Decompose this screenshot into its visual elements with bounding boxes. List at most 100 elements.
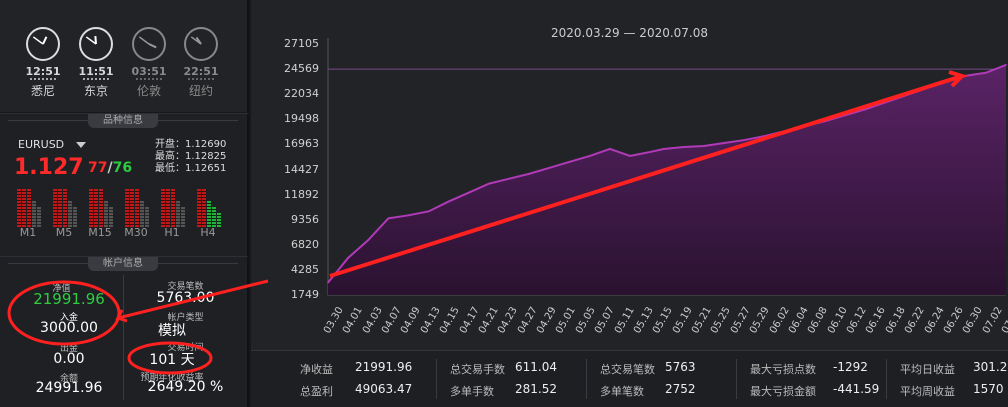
stat-value: 301.2: [973, 360, 1008, 374]
y-tick-label: 14427: [284, 162, 319, 176]
data-point: [468, 191, 470, 194]
signal-bar: [140, 201, 144, 227]
data-point: [844, 114, 846, 117]
price-separator: /: [107, 160, 113, 176]
data-point: [864, 108, 866, 111]
y-tick-label: 22034: [284, 87, 319, 101]
signal-bars-h4: [197, 187, 223, 227]
clock-city: 伦敦: [136, 84, 161, 98]
signal-bar: [161, 189, 165, 227]
stat-value: 611.04: [515, 360, 557, 374]
signal-bar: [73, 207, 77, 227]
stats-panel: 净收益 21991.96 总盈利 49063.47 总交易手数 611.04 多单手数 281…: [251, 350, 1008, 407]
signal-bar: [212, 207, 216, 227]
stat-label: 多单笔数: [600, 385, 644, 398]
signal-bar: [145, 207, 149, 227]
stat-divider: [586, 359, 587, 399]
stat-value: 21991.96: [355, 360, 413, 374]
data-point: [1005, 64, 1007, 66]
stat-label: 多单手数: [450, 385, 494, 398]
stat-label: 总交易笔数: [600, 363, 655, 376]
ask-digits: 76: [112, 160, 133, 176]
stat-divider: [886, 359, 887, 399]
clock-dots: [136, 78, 162, 83]
chevron-down-icon[interactable]: [76, 142, 86, 148]
signal-bar: [104, 201, 108, 227]
balance-label: 余额: [59, 374, 78, 384]
y-tick-label: 4285: [291, 262, 319, 276]
clock-tokyo: 11:51 东京: [76, 26, 116, 98]
signal-bar: [22, 189, 26, 227]
data-point: [964, 74, 967, 77]
data-point: [367, 239, 370, 241]
data-point: [327, 281, 329, 284]
account-type-value: 模拟: [158, 323, 186, 339]
clock-dots: [188, 78, 214, 83]
withdraw-label: 出金: [59, 344, 78, 354]
stat-label: 最大亏损点数: [750, 363, 816, 376]
data-point: [508, 177, 511, 180]
signal-bars-m30: [125, 187, 151, 227]
data-point: [609, 148, 611, 150]
y-tick-label: 24569: [284, 62, 319, 76]
data-point: [387, 217, 390, 220]
signal-bar: [37, 207, 41, 227]
stat-value: -1292: [833, 360, 868, 374]
stat-value: 1570: [973, 382, 1004, 396]
data-point: [783, 130, 786, 132]
world-clock-panel: 12:51 悉尼 11:51 东京 03:51 伦敦 22:51 纽约: [0, 0, 249, 112]
timeframe-label-m15[interactable]: M15: [88, 226, 112, 239]
data-point: [589, 155, 591, 157]
data-point: [823, 120, 826, 123]
y-tick-label: 19498: [284, 112, 319, 126]
balance-value: 24991.96: [35, 380, 103, 396]
data-point: [528, 172, 531, 175]
clock-city: 纽约: [188, 84, 213, 98]
signal-bars-m5: [53, 187, 79, 227]
signal-bar: [94, 189, 98, 227]
data-point: [662, 148, 665, 150]
clock-face-icon: [79, 27, 113, 61]
clock-dots: [83, 78, 109, 83]
signal-bar: [68, 201, 72, 227]
data-point: [347, 257, 349, 259]
data-point: [448, 200, 450, 203]
timeframe-label-h1[interactable]: H1: [164, 226, 180, 239]
stat-value: 5763: [665, 360, 696, 374]
data-point: [629, 155, 631, 157]
timeframe-label-m30[interactable]: M30: [124, 226, 148, 239]
signal-bar: [17, 189, 21, 227]
signal-bar: [217, 213, 221, 227]
signal-bar: [125, 189, 129, 227]
y-tick-label: 1749: [291, 288, 319, 301]
signal-bar: [166, 189, 170, 227]
data-point: [649, 151, 652, 153]
signal-bar: [32, 201, 36, 227]
symbol-info-panel: [0, 113, 249, 256]
low-price: 最低：1.12651: [155, 163, 227, 174]
clock-time: 11:51: [78, 65, 114, 78]
open-price: 开盘：1.12690: [155, 139, 227, 150]
clock-face-icon: [132, 27, 166, 61]
signal-bar: [53, 189, 57, 227]
equity-chart: [327, 38, 1007, 296]
stat-label: 总盈利: [300, 385, 333, 398]
timeframe-label-m5[interactable]: M5: [55, 226, 73, 239]
return-rate-value: 2649.20 %: [147, 379, 224, 395]
signal-bar: [109, 207, 113, 227]
timeframe-label-m1[interactable]: M1: [19, 226, 37, 239]
data-point: [568, 161, 571, 163]
trade-time-value: 101 天: [149, 352, 195, 368]
signal-bar: [99, 189, 103, 227]
stat-label: 平均周收益: [900, 385, 955, 398]
clock-dots: [30, 78, 56, 83]
clock-sydney: 12:51 悉尼: [23, 26, 63, 98]
y-tick-label: 6820: [291, 237, 319, 251]
equity-chart-panel: 2020.03.29 — 2020.07.08 27105 24569 22034 1…: [251, 0, 1008, 350]
symbol-selector[interactable]: EURUSD: [18, 138, 65, 151]
return-rate-label: 预期年化收益率: [140, 373, 204, 383]
data-point: [743, 139, 745, 141]
signal-bars-h1: [161, 187, 187, 227]
timeframe-label-h4[interactable]: H4: [200, 226, 216, 239]
signal-bar: [130, 189, 134, 227]
